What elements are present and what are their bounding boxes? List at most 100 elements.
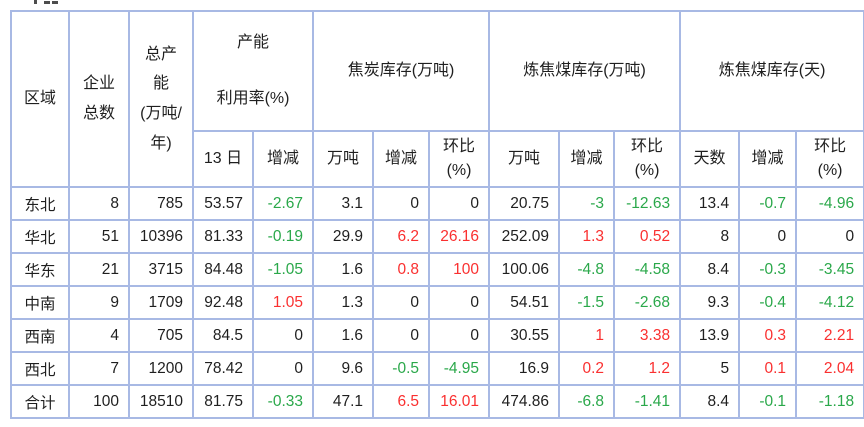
col-header-days-mom: 环比 (%) <box>795 130 864 188</box>
data-cell: 3.1 <box>312 186 375 221</box>
data-cell: 100 <box>68 384 130 419</box>
table-row-total: 合计 100 18510 81.75 -0.33 47.1 6.5 16.01 … <box>10 384 864 419</box>
data-cell: 0 <box>738 219 798 254</box>
col-header-days: 天数 <box>679 130 741 188</box>
data-cell: -4.96 <box>795 186 864 221</box>
col-header-total-capacity: 总产 能 (万吨/ 年) <box>128 10 194 188</box>
col-group-coking-coal-inventory: 炼焦煤库存(万吨) <box>488 10 682 132</box>
data-cell: 7 <box>68 351 130 386</box>
data-cell: 0 <box>372 186 431 221</box>
data-cell: -6.8 <box>558 384 616 419</box>
data-cell: 92.48 <box>192 285 254 320</box>
data-cell: 2.04 <box>795 351 864 386</box>
data-cell: 18510 <box>128 384 194 419</box>
col-header-coke-tons: 万吨 <box>312 130 375 188</box>
data-cell: 30.55 <box>488 318 561 353</box>
data-cell: 53.57 <box>192 186 254 221</box>
table-row-southwest: 西南 4 705 84.5 0 1.6 0 0 30.55 1 3.38 13.… <box>10 318 864 353</box>
data-cell: 84.5 <box>192 318 254 353</box>
data-cell: 100.06 <box>488 252 561 287</box>
data-cell: 0.3 <box>738 318 798 353</box>
data-cell: 100 <box>428 252 491 287</box>
region-cell: 合计 <box>10 384 70 419</box>
data-cell: 54.51 <box>488 285 561 320</box>
data-cell: -2.68 <box>613 285 682 320</box>
data-cell: 84.48 <box>192 252 254 287</box>
data-cell: 8.4 <box>679 384 741 419</box>
data-cell: 1.6 <box>312 318 375 353</box>
data-cell: 81.33 <box>192 219 254 254</box>
data-cell: -4.58 <box>613 252 682 287</box>
data-cell: -0.3 <box>738 252 798 287</box>
data-cell: 3715 <box>128 252 194 287</box>
data-cell: 20.75 <box>488 186 561 221</box>
col-header-days-change: 增减 <box>738 130 798 188</box>
data-cell: 474.86 <box>488 384 561 419</box>
data-cell: 0 <box>428 186 491 221</box>
data-cell: 16.01 <box>428 384 491 419</box>
data-cell: 9.6 <box>312 351 375 386</box>
data-cell: 81.75 <box>192 384 254 419</box>
table-row-northwest: 西北 7 1200 78.42 0 9.6 -0.5 -4.95 16.9 0.… <box>10 351 864 386</box>
data-cell: 6.2 <box>372 219 431 254</box>
data-cell: 705 <box>128 318 194 353</box>
data-cell: 6.5 <box>372 384 431 419</box>
data-cell: 252.09 <box>488 219 561 254</box>
region-cell: 西南 <box>10 318 70 353</box>
data-cell: 0 <box>428 285 491 320</box>
data-cell: 78.42 <box>192 351 254 386</box>
data-cell: 2.21 <box>795 318 864 353</box>
col-header-enterprise-count: 企业 总数 <box>68 10 130 188</box>
data-cell: 1 <box>558 318 616 353</box>
data-cell: -12.63 <box>613 186 682 221</box>
data-cell: -1.41 <box>613 384 682 419</box>
data-cell: 1.2 <box>613 351 682 386</box>
data-cell: 8.4 <box>679 252 741 287</box>
data-cell: 21 <box>68 252 130 287</box>
data-cell: 29.9 <box>312 219 375 254</box>
col-header-region: 区域 <box>10 10 70 188</box>
data-cell: 1709 <box>128 285 194 320</box>
coke-inventory-table: 区域 企业 总数 总产 能 (万吨/ 年) 产能 利用率(%) 焦炭库存(万吨)… <box>10 10 864 419</box>
data-cell: -1.5 <box>558 285 616 320</box>
data-cell: -2.67 <box>251 186 315 221</box>
data-cell: -1.18 <box>795 384 864 419</box>
data-cell: -0.7 <box>738 186 798 221</box>
data-cell: -0.4 <box>738 285 798 320</box>
clipped-text-fragment <box>44 1 50 4</box>
data-cell: 0 <box>428 318 491 353</box>
col-header-coal-tons: 万吨 <box>488 130 561 188</box>
data-cell: 8 <box>679 219 741 254</box>
data-cell: 1.6 <box>312 252 375 287</box>
data-cell: 16.9 <box>488 351 561 386</box>
data-cell: 26.16 <box>428 219 491 254</box>
clipped-text-fragment <box>34 0 37 4</box>
data-cell: 0.1 <box>738 351 798 386</box>
data-cell: 0 <box>251 351 315 386</box>
data-cell: 1.3 <box>312 285 375 320</box>
table-row-east: 华东 21 3715 84.48 -1.05 1.6 0.8 100 100.0… <box>10 252 864 287</box>
col-header-util-change: 增减 <box>251 130 315 188</box>
data-cell: 47.1 <box>312 384 375 419</box>
data-cell: 1.05 <box>251 285 315 320</box>
data-cell: 0.2 <box>558 351 616 386</box>
data-cell: 0 <box>372 318 431 353</box>
data-cell: -4.8 <box>558 252 616 287</box>
data-cell: 1.3 <box>558 219 616 254</box>
region-cell: 中南 <box>10 285 70 320</box>
table-header: 区域 企业 总数 总产 能 (万吨/ 年) 产能 利用率(%) 焦炭库存(万吨)… <box>10 10 864 188</box>
data-cell: -1.05 <box>251 252 315 287</box>
data-cell: 0 <box>372 285 431 320</box>
clipped-text-fragment <box>52 1 58 4</box>
col-header-coke-change: 增减 <box>372 130 431 188</box>
data-cell: 0.52 <box>613 219 682 254</box>
data-cell: 0 <box>795 219 864 254</box>
data-cell: 0.8 <box>372 252 431 287</box>
table-row-north: 华北 51 10396 81.33 -0.19 29.9 6.2 26.16 2… <box>10 219 864 254</box>
col-header-coal-mom: 环比 (%) <box>613 130 682 188</box>
data-cell: 51 <box>68 219 130 254</box>
table-row-central-south: 中南 9 1709 92.48 1.05 1.3 0 0 54.51 -1.5 … <box>10 285 864 320</box>
data-cell: -0.1 <box>738 384 798 419</box>
table-row-northeast: 东北 8 785 53.57 -2.67 3.1 0 0 20.75 -3 -1… <box>10 186 864 221</box>
data-cell: 8 <box>68 186 130 221</box>
